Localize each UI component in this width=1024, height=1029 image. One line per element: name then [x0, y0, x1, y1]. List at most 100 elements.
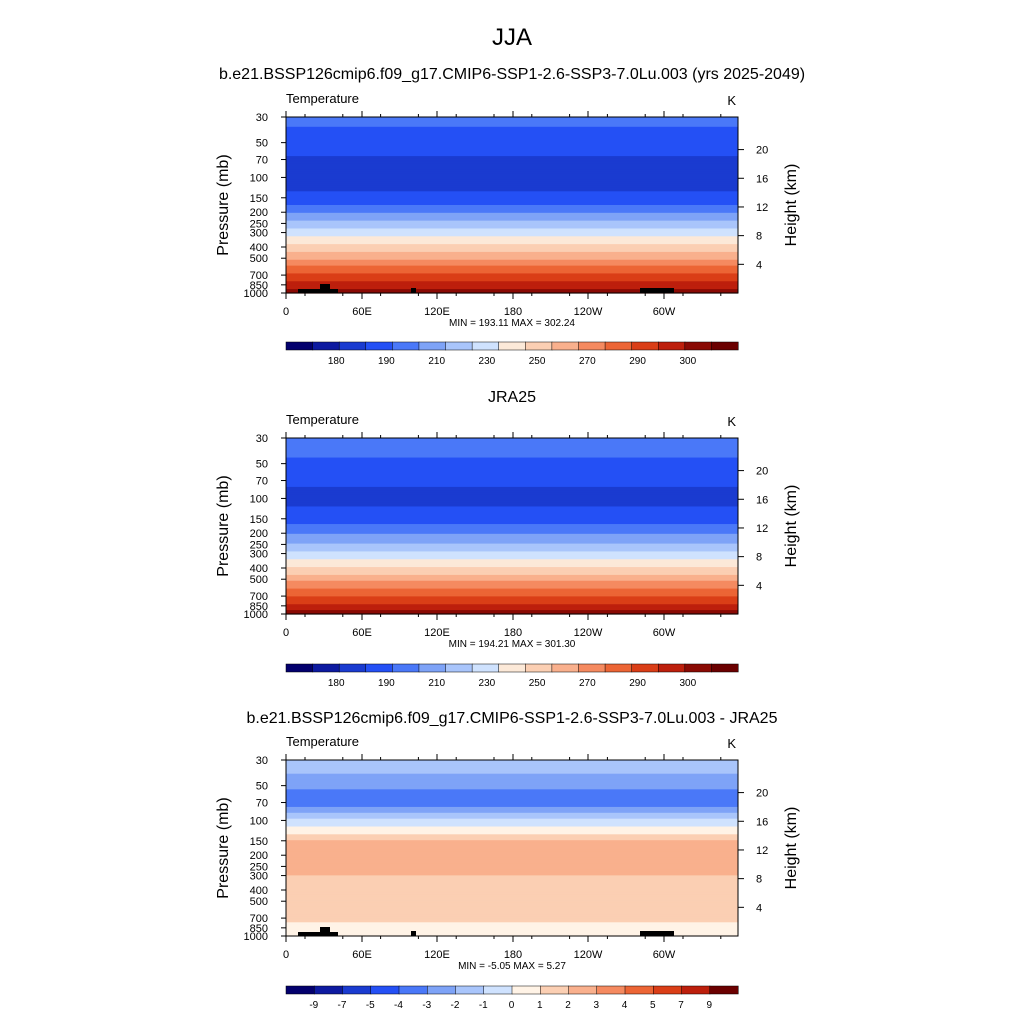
y-tick-label: 850	[250, 923, 268, 935]
contour-band	[286, 527, 738, 531]
x-tick-label: 120W	[574, 627, 603, 639]
colorbar-label: 190	[378, 678, 395, 689]
contour-band	[286, 185, 738, 188]
contour-band	[286, 205, 738, 208]
y-tick-label: 70	[256, 155, 268, 167]
contour-band	[286, 469, 738, 472]
contour-band	[286, 582, 738, 586]
contour-band	[286, 216, 738, 220]
x-tick-label: 180	[504, 949, 522, 961]
y-tick-label: 500	[250, 896, 268, 908]
colorbar-swatch	[314, 985, 344, 995]
contour-field	[286, 760, 738, 937]
contour-band	[286, 526, 738, 529]
colorbar-label: 270	[579, 678, 596, 689]
contour-band	[286, 261, 738, 265]
contour-band	[286, 508, 738, 511]
colorbar-swatch	[338, 341, 367, 351]
colorbar-swatch	[684, 663, 712, 673]
contour-band	[286, 269, 738, 273]
contour-band	[286, 498, 738, 502]
contour-band	[286, 259, 738, 263]
contour-band	[286, 136, 738, 140]
contour-band	[286, 238, 738, 241]
contour-band	[286, 117, 738, 120]
contour-band	[286, 226, 738, 230]
contour-band	[286, 244, 738, 247]
colorbar-swatch	[631, 663, 659, 673]
contour-band	[286, 578, 738, 582]
height-tick-label: 4	[756, 259, 762, 271]
contour-band	[286, 512, 738, 515]
contour-band	[286, 563, 738, 566]
contour-band	[286, 861, 738, 865]
colorbar: 180 190 210 230 250 270 290 300	[285, 663, 739, 689]
contour-band	[286, 851, 738, 855]
y-tick-label: 300	[250, 871, 268, 883]
contour-band	[286, 826, 738, 830]
contour-band	[286, 863, 738, 867]
contour-band	[286, 881, 738, 884]
colorbar-swatch	[445, 341, 473, 351]
contour-band	[286, 588, 738, 592]
contour-band	[286, 210, 738, 214]
contour-band	[286, 844, 738, 847]
contour-band	[286, 224, 738, 228]
contour-band	[286, 189, 738, 192]
contour-field	[286, 438, 738, 615]
contour-band	[286, 467, 738, 470]
contour-band	[286, 803, 738, 806]
contour-band	[286, 148, 738, 151]
height-tick-label: 8	[756, 231, 762, 243]
colorbar-label: 1	[537, 1000, 543, 1011]
contour-band	[286, 569, 738, 572]
contour-band	[286, 535, 738, 539]
contour-band	[286, 285, 738, 288]
topography-mask	[411, 288, 416, 293]
contour-band	[286, 461, 738, 465]
y-axis-label: Pressure (mb)	[215, 154, 232, 255]
variable-label: Temperature	[286, 734, 359, 749]
contour-band	[286, 912, 738, 916]
y-tick-label: 200	[250, 207, 268, 219]
colorbar-label: -9	[309, 1000, 318, 1011]
contour-band	[286, 171, 738, 175]
contour-band	[286, 849, 738, 853]
colorbar: 180 190 210 230 250 270 290 300	[285, 341, 739, 367]
contour-band	[286, 906, 738, 910]
contour-band	[286, 516, 738, 519]
contour-band	[286, 463, 738, 466]
colorbar-swatch	[525, 663, 553, 673]
contour-band	[286, 570, 738, 574]
contour-band	[286, 848, 738, 851]
height-tick-label: 20	[756, 466, 768, 478]
contour-band	[286, 799, 738, 802]
contour-band	[286, 838, 738, 841]
y-tick-label: 70	[256, 476, 268, 488]
height-tick-label: 20	[756, 145, 768, 157]
contour-band	[286, 853, 738, 857]
colorbar-label: -2	[451, 1000, 460, 1011]
contour-band	[286, 496, 738, 500]
contour-band	[286, 206, 738, 210]
contour-band	[286, 242, 738, 245]
contour-band	[286, 898, 738, 902]
colorbar-swatch	[578, 663, 606, 673]
colorbar-label: -7	[338, 1000, 347, 1011]
contour-band	[286, 828, 738, 831]
contour-band	[286, 820, 738, 824]
contour-band	[286, 506, 738, 509]
contour-band	[286, 610, 738, 613]
topography-mask	[298, 289, 320, 293]
contour-band	[286, 904, 738, 908]
x-tick-label: 60W	[653, 627, 676, 639]
colorbar-swatch	[285, 663, 314, 673]
contour-band	[286, 531, 738, 535]
contour-band	[286, 277, 738, 280]
contour-band	[286, 555, 738, 558]
colorbar-label: -5	[366, 1000, 375, 1011]
contour-band	[286, 126, 738, 130]
stats-label: MIN = 194.21 MAX = 301.30	[449, 639, 576, 650]
units-label: K	[727, 736, 736, 751]
